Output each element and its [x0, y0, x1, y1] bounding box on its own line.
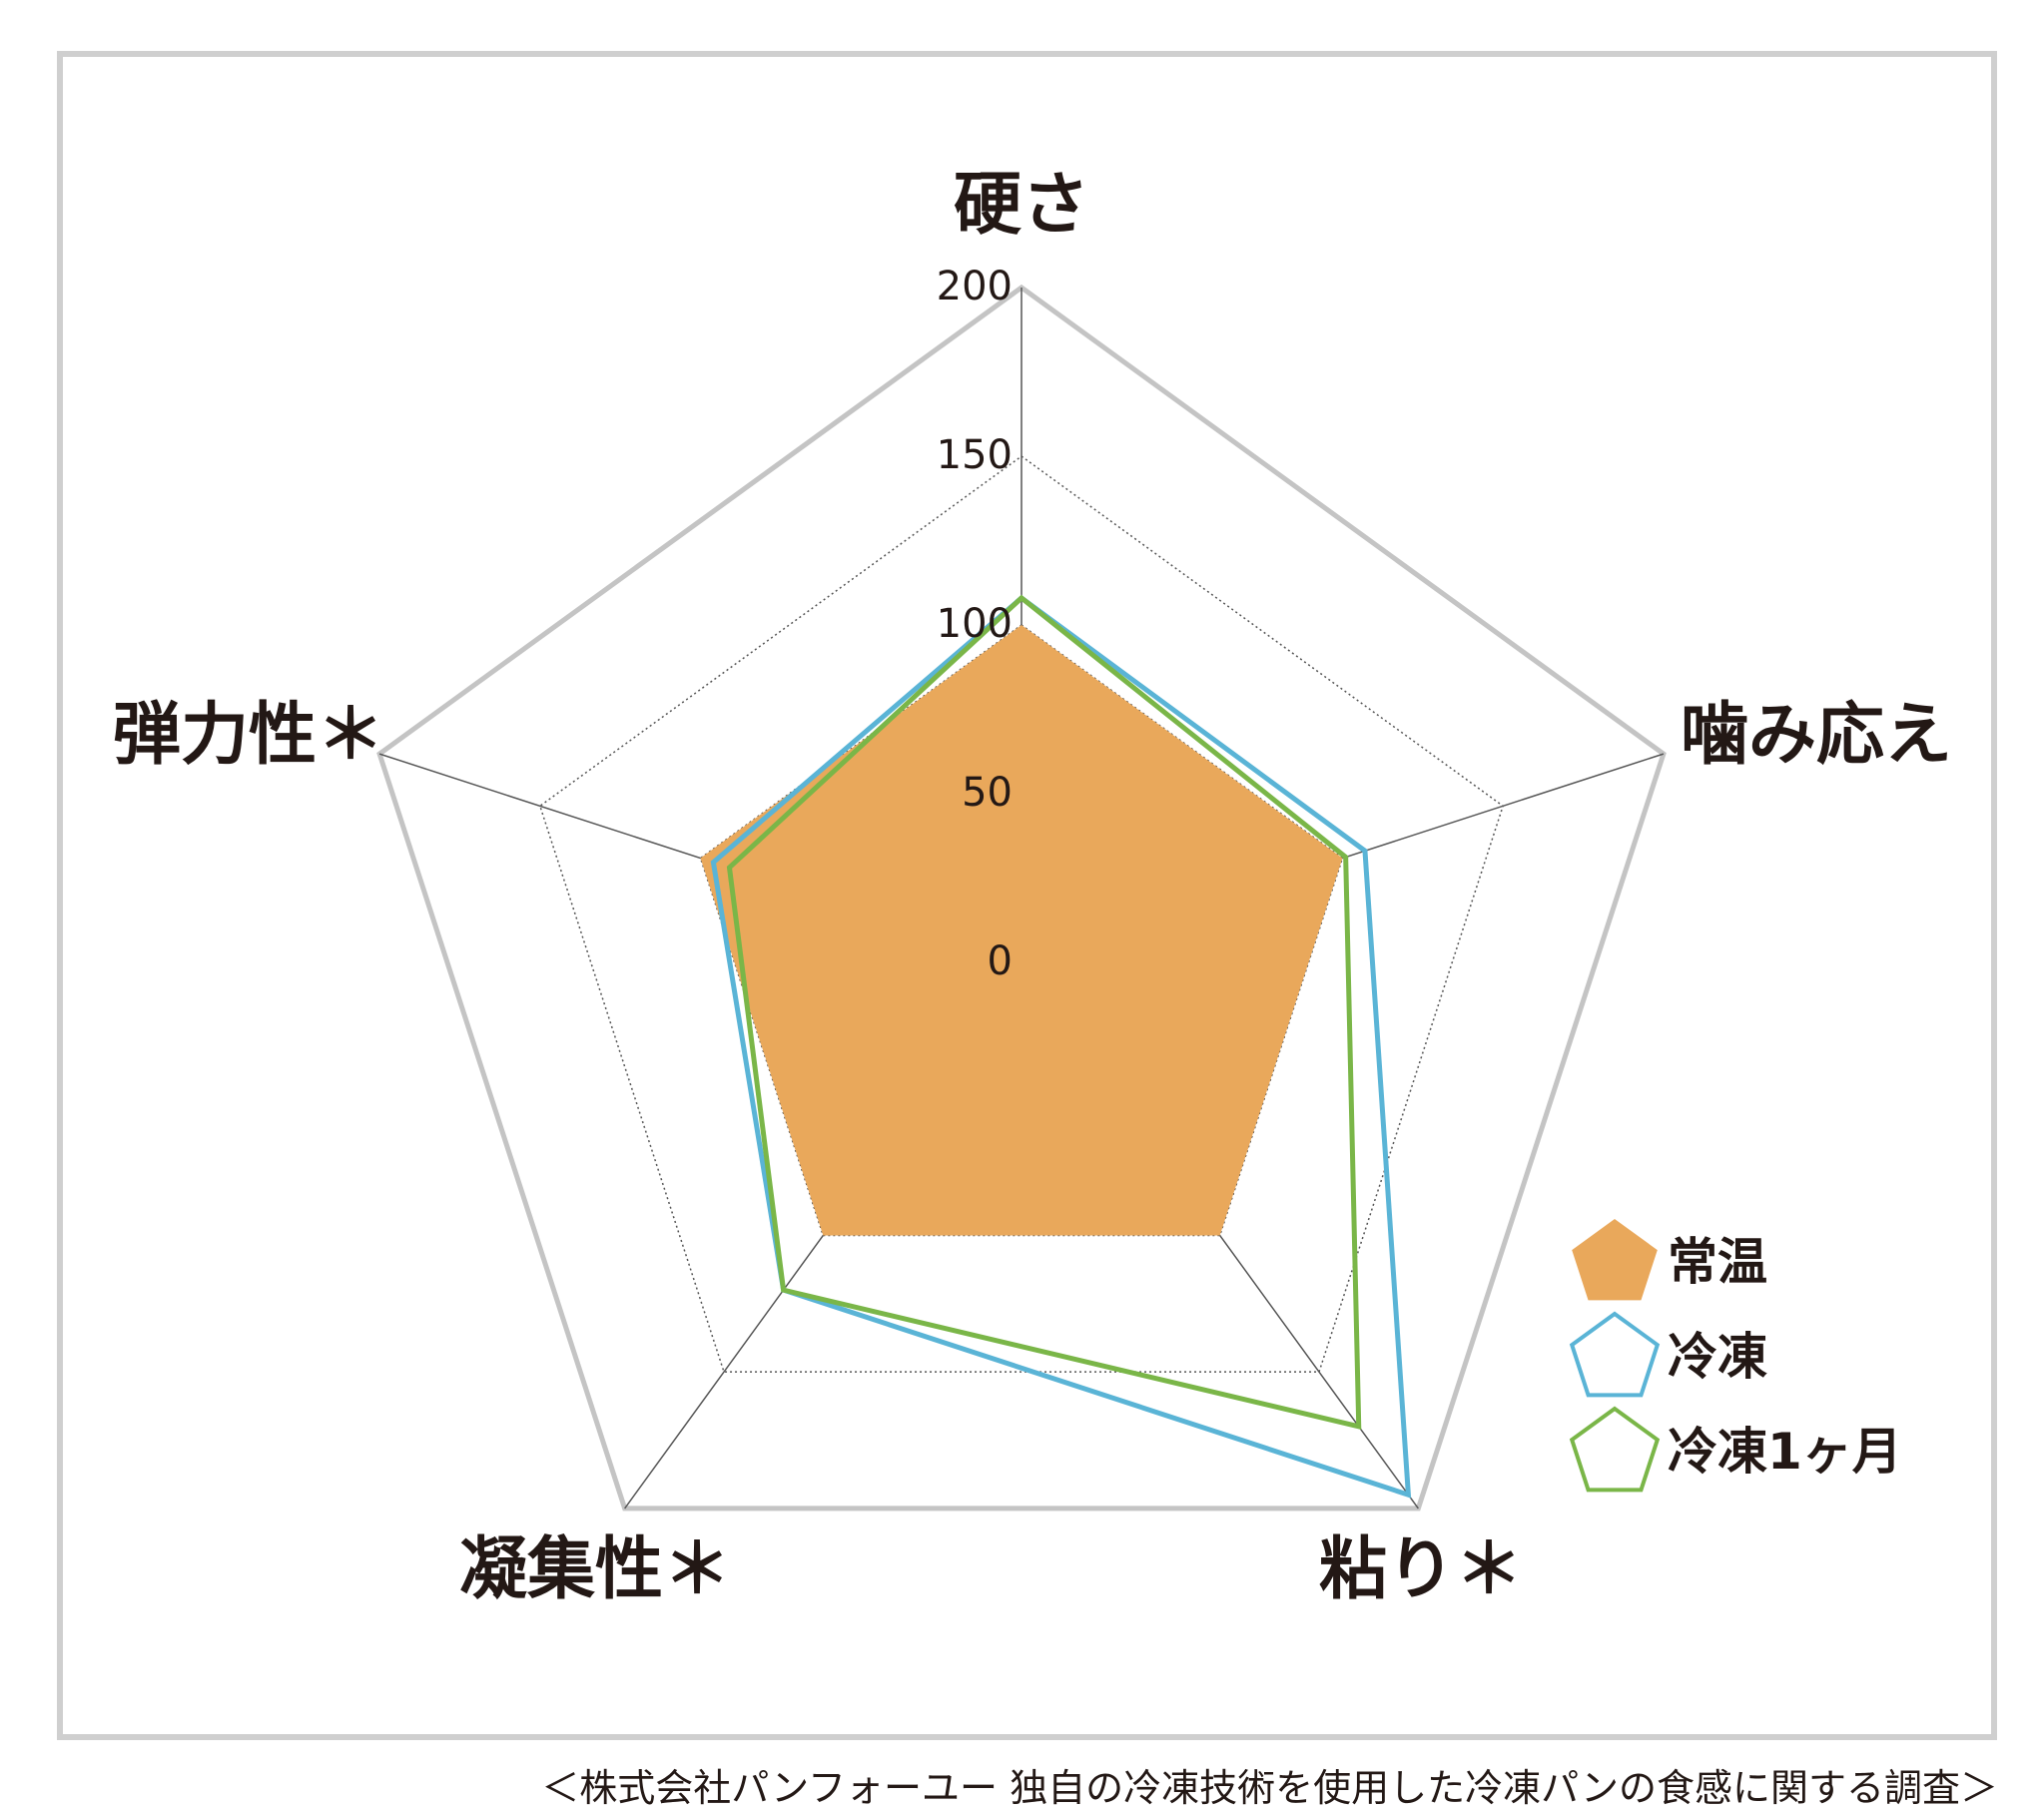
axis-label-0: 硬さ [954, 166, 1089, 245]
tick-label-50: 50 [962, 770, 1013, 816]
series-line-1 [710, 594, 1412, 1499]
tick-label-150: 150 [937, 432, 1013, 478]
tick-label-200: 200 [937, 264, 1013, 309]
series-area-0 [700, 625, 1343, 1236]
axis-label-3: 凝集性＊ [459, 1530, 731, 1609]
axis-label-1: 噛み応え [1681, 696, 1952, 775]
axis-label-2: 粘り＊ [1319, 1530, 1523, 1609]
legend-swatch-0 [1572, 1219, 1658, 1301]
radial-tick-labels: 0 50 100 150 200 [937, 264, 1013, 984]
source-caption: ＜株式会社パンフォーユー 独自の冷凍技術を使用した冷凍パンの食感に関する調査＞ [541, 1766, 1998, 1810]
legend-label-2: 冷凍1ヶ月 [1668, 1423, 1902, 1481]
tick-label-0: 0 [988, 938, 1013, 984]
grid-ring-150 [538, 455, 1505, 1373]
radar-series [700, 594, 1412, 1499]
legend-label-0: 常温 [1668, 1233, 1767, 1291]
tick-label-100: 100 [937, 601, 1013, 647]
legend-label-1: 冷凍 [1668, 1328, 1767, 1386]
legend-swatch-2 [1569, 1406, 1661, 1493]
grid-ring-outer [376, 284, 1667, 1512]
axis-label-4: 弾力性＊ [113, 696, 384, 775]
series-line-2 [726, 594, 1362, 1431]
legend-swatch-1 [1569, 1311, 1661, 1398]
chart-frame [57, 51, 1997, 1740]
